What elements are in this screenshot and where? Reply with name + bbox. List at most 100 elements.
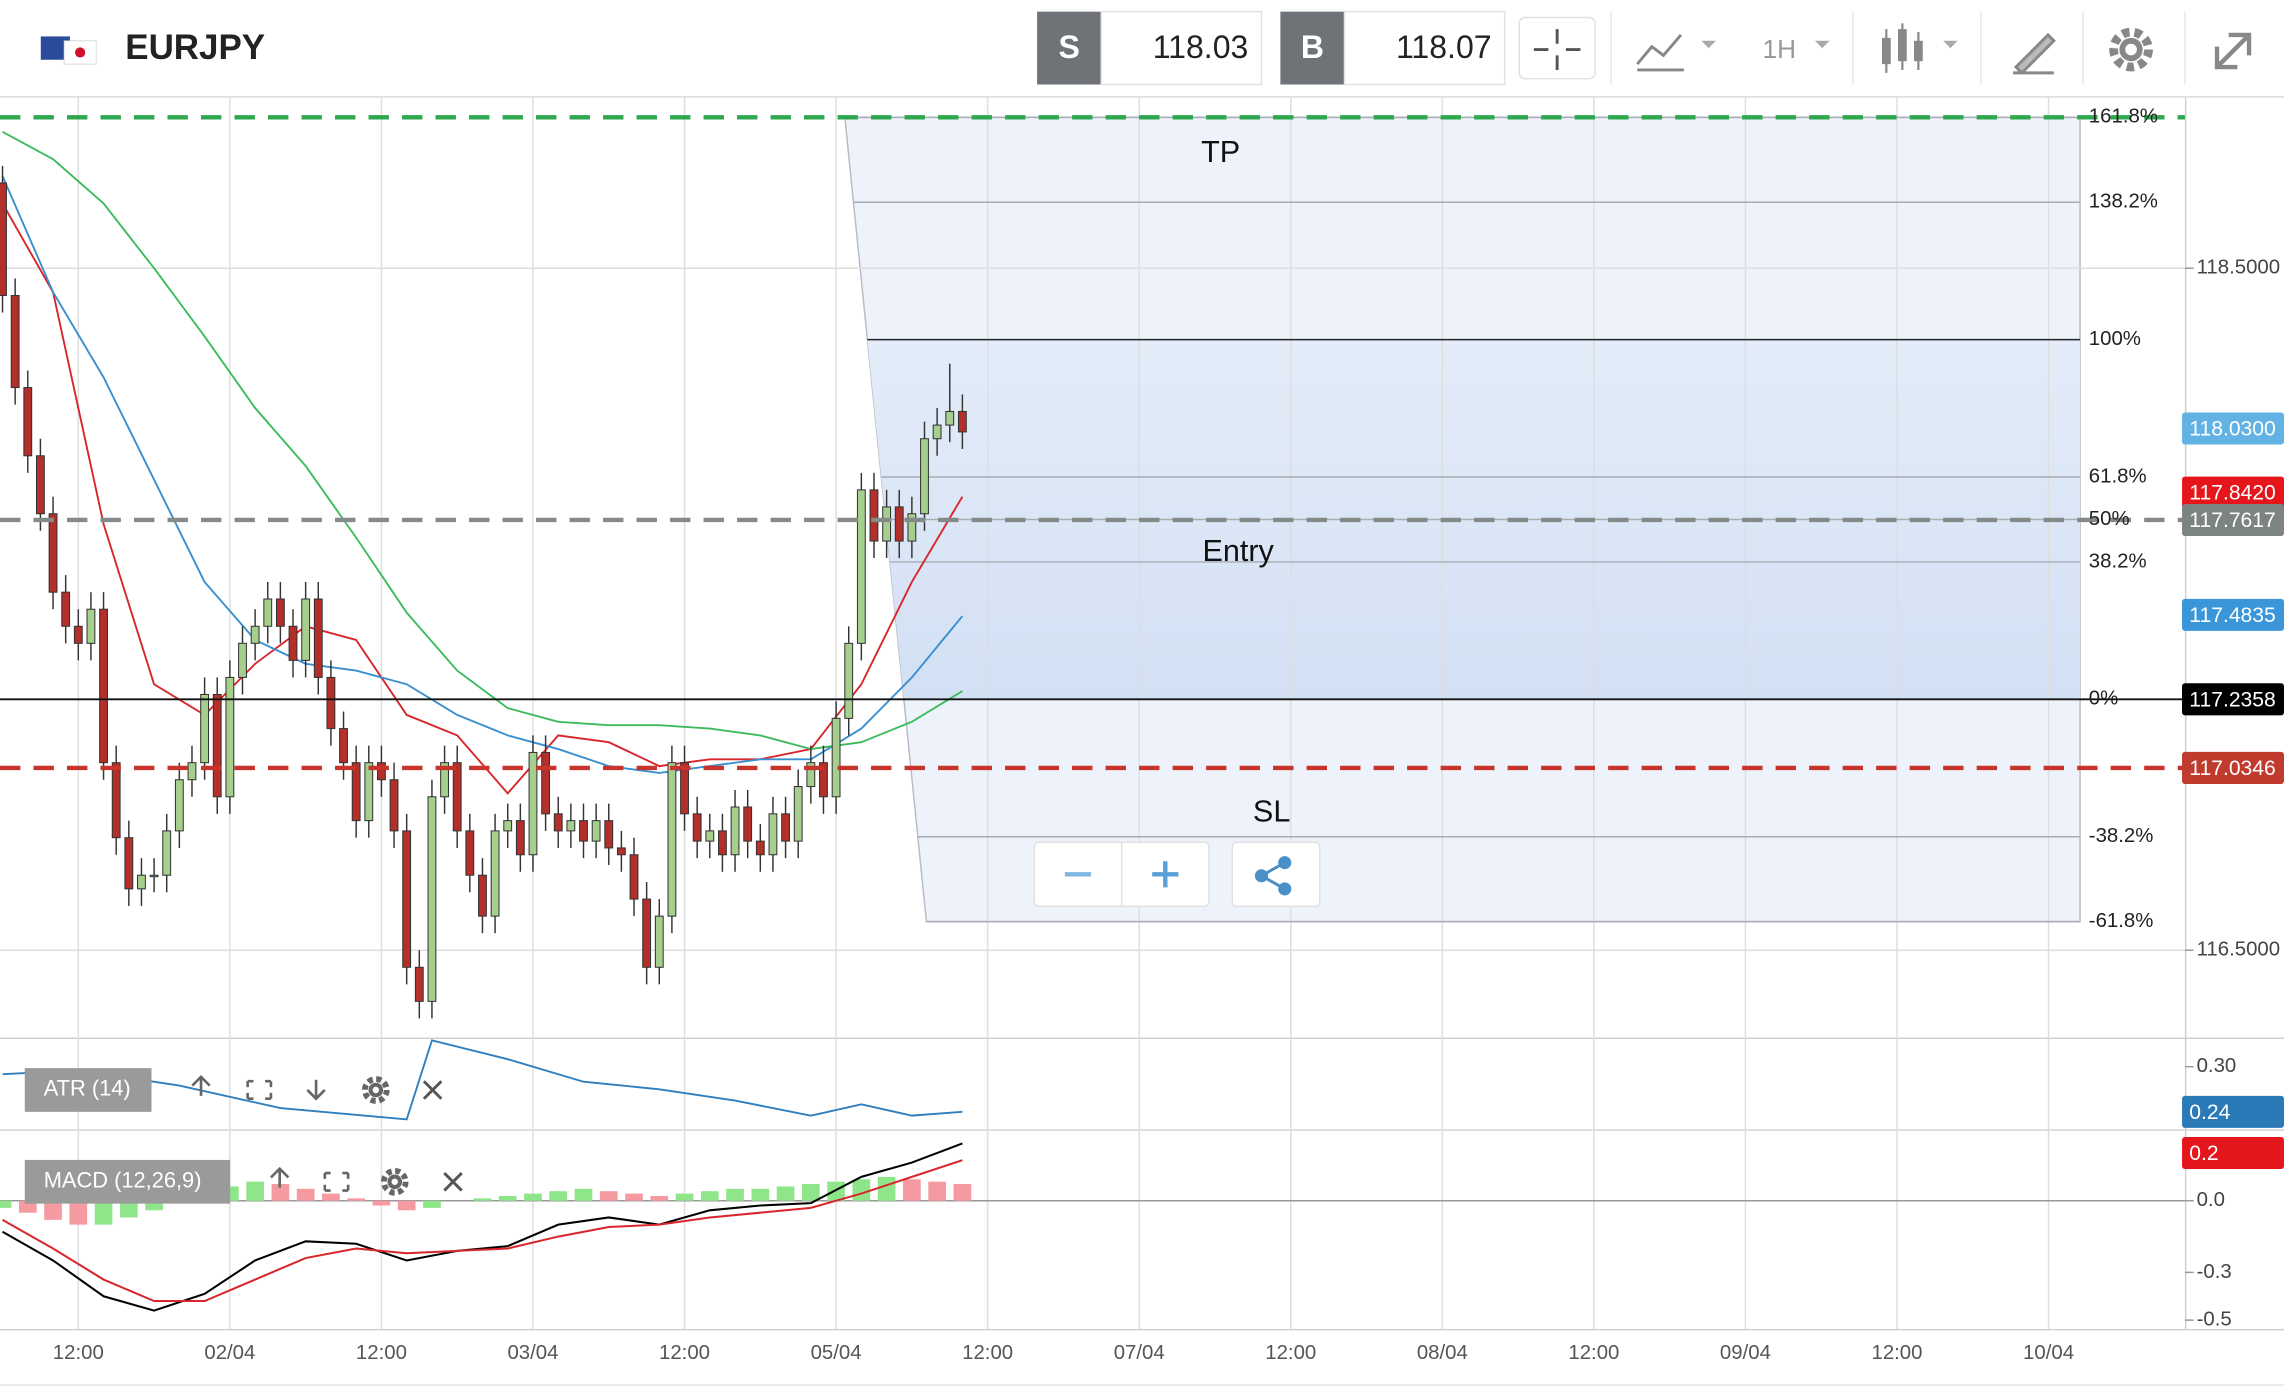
histogram-bar bbox=[322, 1193, 340, 1201]
histogram-bar bbox=[700, 1191, 719, 1201]
atr-line bbox=[2, 1039, 963, 1121]
histogram-bar bbox=[423, 1200, 441, 1208]
histogram-bar bbox=[18, 1200, 37, 1213]
macd-label-box[interactable] bbox=[24, 1159, 231, 1204]
macd-line bbox=[2, 1159, 963, 1303]
candle-body bbox=[364, 762, 374, 822]
candle-body bbox=[680, 762, 689, 815]
candle-body bbox=[705, 830, 715, 842]
candle-body bbox=[945, 410, 955, 426]
macd-close[interactable] bbox=[443, 1172, 463, 1192]
candle-body bbox=[23, 387, 33, 457]
atr-close[interactable] bbox=[422, 1080, 443, 1100]
move-up[interactable] bbox=[270, 1166, 290, 1188]
symbol: EURJPY bbox=[125, 28, 265, 67]
candle-body bbox=[0, 182, 7, 297]
candle-body bbox=[793, 786, 803, 842]
histogram-bar bbox=[650, 1195, 669, 1201]
candle-body bbox=[402, 830, 412, 968]
price-tag-label: 117.0346 bbox=[2189, 757, 2275, 780]
zoom-in[interactable] bbox=[1152, 861, 1179, 888]
macd-settings[interactable] bbox=[380, 1167, 409, 1196]
candle-body bbox=[730, 806, 740, 856]
candle-body bbox=[591, 820, 601, 842]
interval[interactable]: 1H bbox=[1763, 34, 1797, 64]
x-tick-label: 10/04 bbox=[2023, 1342, 2074, 1364]
buy-button[interactable] bbox=[1280, 11, 1345, 85]
fib-label: -38.2% bbox=[2089, 825, 2154, 847]
maximize[interactable] bbox=[323, 1171, 350, 1192]
candle-body bbox=[174, 779, 184, 832]
candle-body bbox=[111, 762, 121, 839]
histogram-bar bbox=[549, 1191, 568, 1201]
crosshair-button[interactable] bbox=[1518, 16, 1596, 80]
histogram-bar bbox=[675, 1193, 694, 1201]
candle-body bbox=[35, 455, 45, 515]
price-tag-label: 0.24 bbox=[2189, 1101, 2230, 1124]
candle-body bbox=[667, 762, 677, 917]
sell-button[interactable] bbox=[1037, 11, 1102, 85]
candle-body bbox=[553, 813, 563, 832]
buy-price: 118.07 bbox=[1396, 29, 1492, 65]
fullscreen-button[interactable] bbox=[2214, 32, 2252, 70]
candle-body bbox=[616, 847, 626, 856]
histogram-bar bbox=[44, 1200, 62, 1220]
fib-label: 61.8% bbox=[2089, 465, 2147, 487]
atr-controls bbox=[24, 1068, 443, 1112]
candle-body bbox=[440, 762, 449, 798]
candle-body bbox=[806, 762, 816, 788]
histogram-bar bbox=[953, 1184, 972, 1201]
histogram-bar bbox=[574, 1188, 593, 1201]
draw-button[interactable] bbox=[2013, 32, 2056, 75]
histogram-bar bbox=[119, 1200, 138, 1218]
sell-price-box[interactable] bbox=[1100, 10, 1263, 86]
candle-body bbox=[301, 598, 311, 661]
sl-label: SL bbox=[1253, 794, 1290, 828]
buy-price-box[interactable] bbox=[1343, 10, 1506, 86]
candle-body bbox=[326, 676, 336, 730]
histogram-bar bbox=[625, 1193, 643, 1201]
histogram-bar bbox=[271, 1184, 290, 1201]
price-tag bbox=[2182, 476, 2284, 509]
histogram-bar bbox=[751, 1188, 770, 1201]
price-tag bbox=[2182, 751, 2284, 784]
candle-body bbox=[844, 642, 854, 719]
sell-price: 118.03 bbox=[1153, 29, 1249, 65]
candle-body bbox=[692, 813, 702, 842]
move-up[interactable] bbox=[191, 1075, 211, 1096]
plot: 12:00 02/04 12:00 03/04 12:00 05/04 12:00 07/04… bbox=[0, 97, 2284, 1386]
candle-body bbox=[541, 751, 551, 815]
candle-body bbox=[642, 898, 652, 968]
x-tick-label: 07/04 bbox=[1114, 1342, 1165, 1364]
histogram-bar bbox=[69, 1200, 88, 1225]
price-tag bbox=[2182, 1136, 2284, 1170]
candle-body bbox=[10, 294, 20, 389]
chart-type-button[interactable] bbox=[1636, 34, 1716, 72]
x-tick-label: 09/04 bbox=[1720, 1342, 1771, 1364]
candle-body bbox=[894, 506, 904, 542]
candle-body bbox=[957, 410, 967, 433]
histogram-bar bbox=[599, 1191, 618, 1201]
histogram-bar bbox=[524, 1193, 542, 1201]
price-tag bbox=[2182, 598, 2284, 631]
candle-body bbox=[162, 830, 172, 876]
histogram-bar bbox=[473, 1198, 492, 1201]
candle-body bbox=[932, 424, 942, 440]
histogram-bar bbox=[246, 1181, 264, 1201]
candle-body bbox=[604, 820, 614, 849]
settings-button[interactable] bbox=[2109, 27, 2153, 72]
maximize[interactable] bbox=[246, 1079, 273, 1101]
x-tick-label: 05/04 bbox=[811, 1342, 862, 1364]
candle-body bbox=[882, 506, 892, 542]
fib-label: 50% bbox=[2089, 508, 2130, 530]
candle-body bbox=[579, 820, 588, 842]
x-tick-label: 12:00 bbox=[1568, 1342, 1619, 1364]
atr-label-box[interactable] bbox=[24, 1068, 152, 1112]
candle-body bbox=[427, 796, 437, 1002]
buy-label: B bbox=[1301, 29, 1324, 65]
share-button[interactable] bbox=[1231, 841, 1321, 908]
candle-body bbox=[920, 438, 929, 515]
move-down[interactable] bbox=[306, 1079, 326, 1101]
candles-button[interactable] bbox=[1881, 23, 1958, 73]
